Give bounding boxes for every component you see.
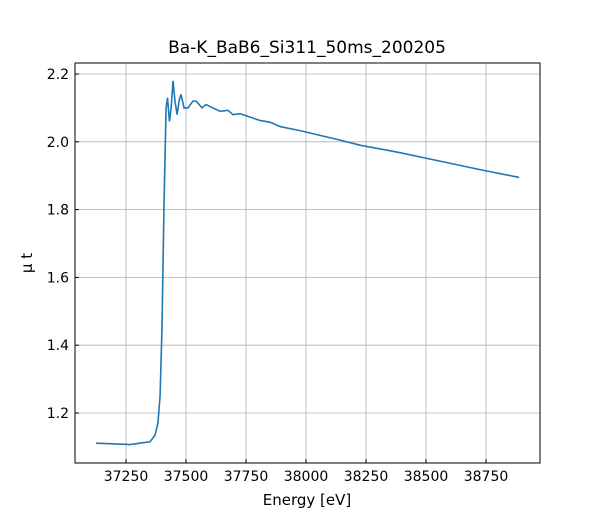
- x-tick-label: 38250: [344, 469, 389, 485]
- chart-title: Ba-K_BaB6_Si311_50ms_200205: [168, 38, 446, 58]
- y-tick-label: 1.8: [47, 203, 69, 219]
- x-tick-label: 37250: [104, 469, 149, 485]
- y-tick-label: 1.6: [47, 270, 69, 286]
- x-tick-label: 37500: [164, 469, 209, 485]
- y-tick-label: 2.0: [47, 135, 69, 151]
- plot-frame: [74, 62, 541, 464]
- x-tick-label: 38750: [464, 469, 509, 485]
- y-tick-label: 2.2: [47, 67, 69, 83]
- data-line: [95, 80, 520, 446]
- x-tick-label: 38500: [404, 469, 449, 485]
- y-axis-label: μ t: [18, 253, 36, 273]
- y-tick-label: 1.2: [47, 406, 69, 422]
- x-axis-label: Energy [eV]: [263, 491, 351, 509]
- x-tick-label: 38000: [284, 469, 329, 485]
- x-tick-label: 37750: [224, 469, 269, 485]
- y-tick-label: 1.4: [47, 338, 69, 354]
